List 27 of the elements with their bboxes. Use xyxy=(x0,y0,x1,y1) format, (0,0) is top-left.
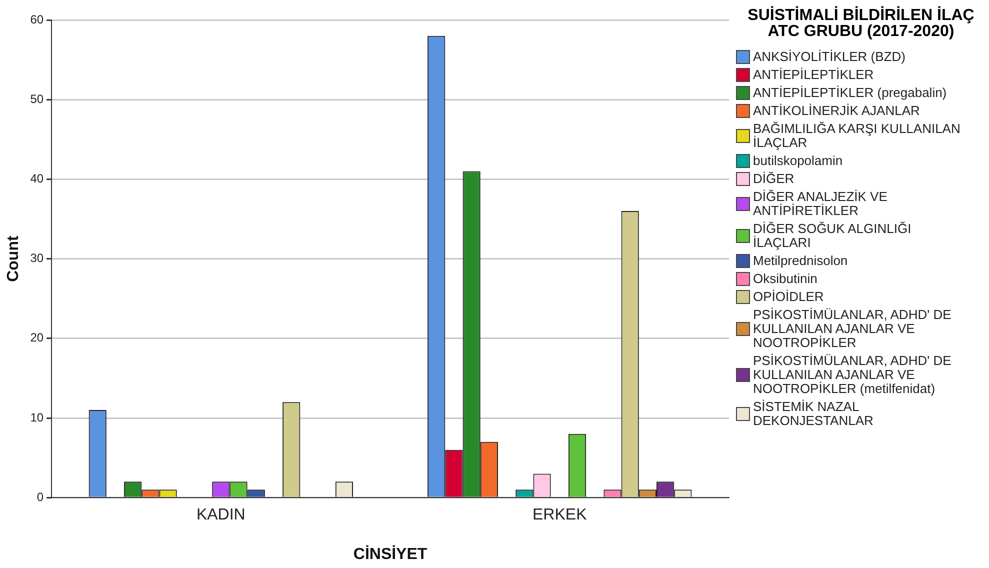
legend-label: SİSTEMİK NAZAL DEKONJESTANLAR xyxy=(753,399,874,428)
legend-label: ANTİEPİLEPTİKLER (pregabalin) xyxy=(753,85,948,100)
legend-label: BAĞIMLILIĞA KARŞI KULLANILAN İLAÇLAR xyxy=(753,121,962,150)
legend-title: SUİSTİMALİ BİLDİRİLEN İLAÇ ATC GRUBU (2017-2020) xyxy=(746,7,976,40)
legend-label: Oksibutinin xyxy=(753,271,818,286)
y-tick-label: 0 xyxy=(36,490,44,504)
legend-label: DİĞER SOĞUK ALGINLIĞI İLAÇLARI xyxy=(753,221,912,250)
y-tick-label: 20 xyxy=(30,330,44,345)
legend-label: PSİKOSTİMÜLANLAR, ADHD' DE KULLANILAN AJANLAR VE NOOTROPİKLER xyxy=(753,307,952,350)
legend-label: DİĞER ANALJEZİK VE ANTİPİRETİKLER xyxy=(753,189,888,218)
y-tick-label: 60 xyxy=(30,12,44,26)
legend-label: butilskopolamin xyxy=(753,153,844,168)
x-axis-title: CİNSİYET xyxy=(353,544,428,563)
y-axis-title: Count xyxy=(5,235,22,282)
legend-label: ANTİKOLİNERJİK AJANLAR xyxy=(753,103,921,118)
legend-label: Metilprednisolon xyxy=(753,253,849,268)
legend-label: ANTİEPİLEPTİKLER xyxy=(753,67,875,82)
y-tick-label: 10 xyxy=(30,410,44,424)
legend-label: OPİOİDLER xyxy=(753,289,825,304)
x-tick-label: KADIN xyxy=(196,506,246,524)
legend-label: PSİKOSTİMÜLANLAR, ADHD' DE KULLANILAN AJANLAR VE NOOTROPİKLER (metilfenidat) xyxy=(753,353,952,396)
legend-label: DİĞER xyxy=(753,171,796,186)
y-tick-label: 50 xyxy=(30,92,44,106)
y-tick-label: 30 xyxy=(30,251,44,266)
y-tick-label: 40 xyxy=(30,172,44,186)
x-tick-label: ERKEK xyxy=(532,506,588,524)
legend-label: ANKSİYOLİTİKLER (BZD) xyxy=(753,49,906,64)
